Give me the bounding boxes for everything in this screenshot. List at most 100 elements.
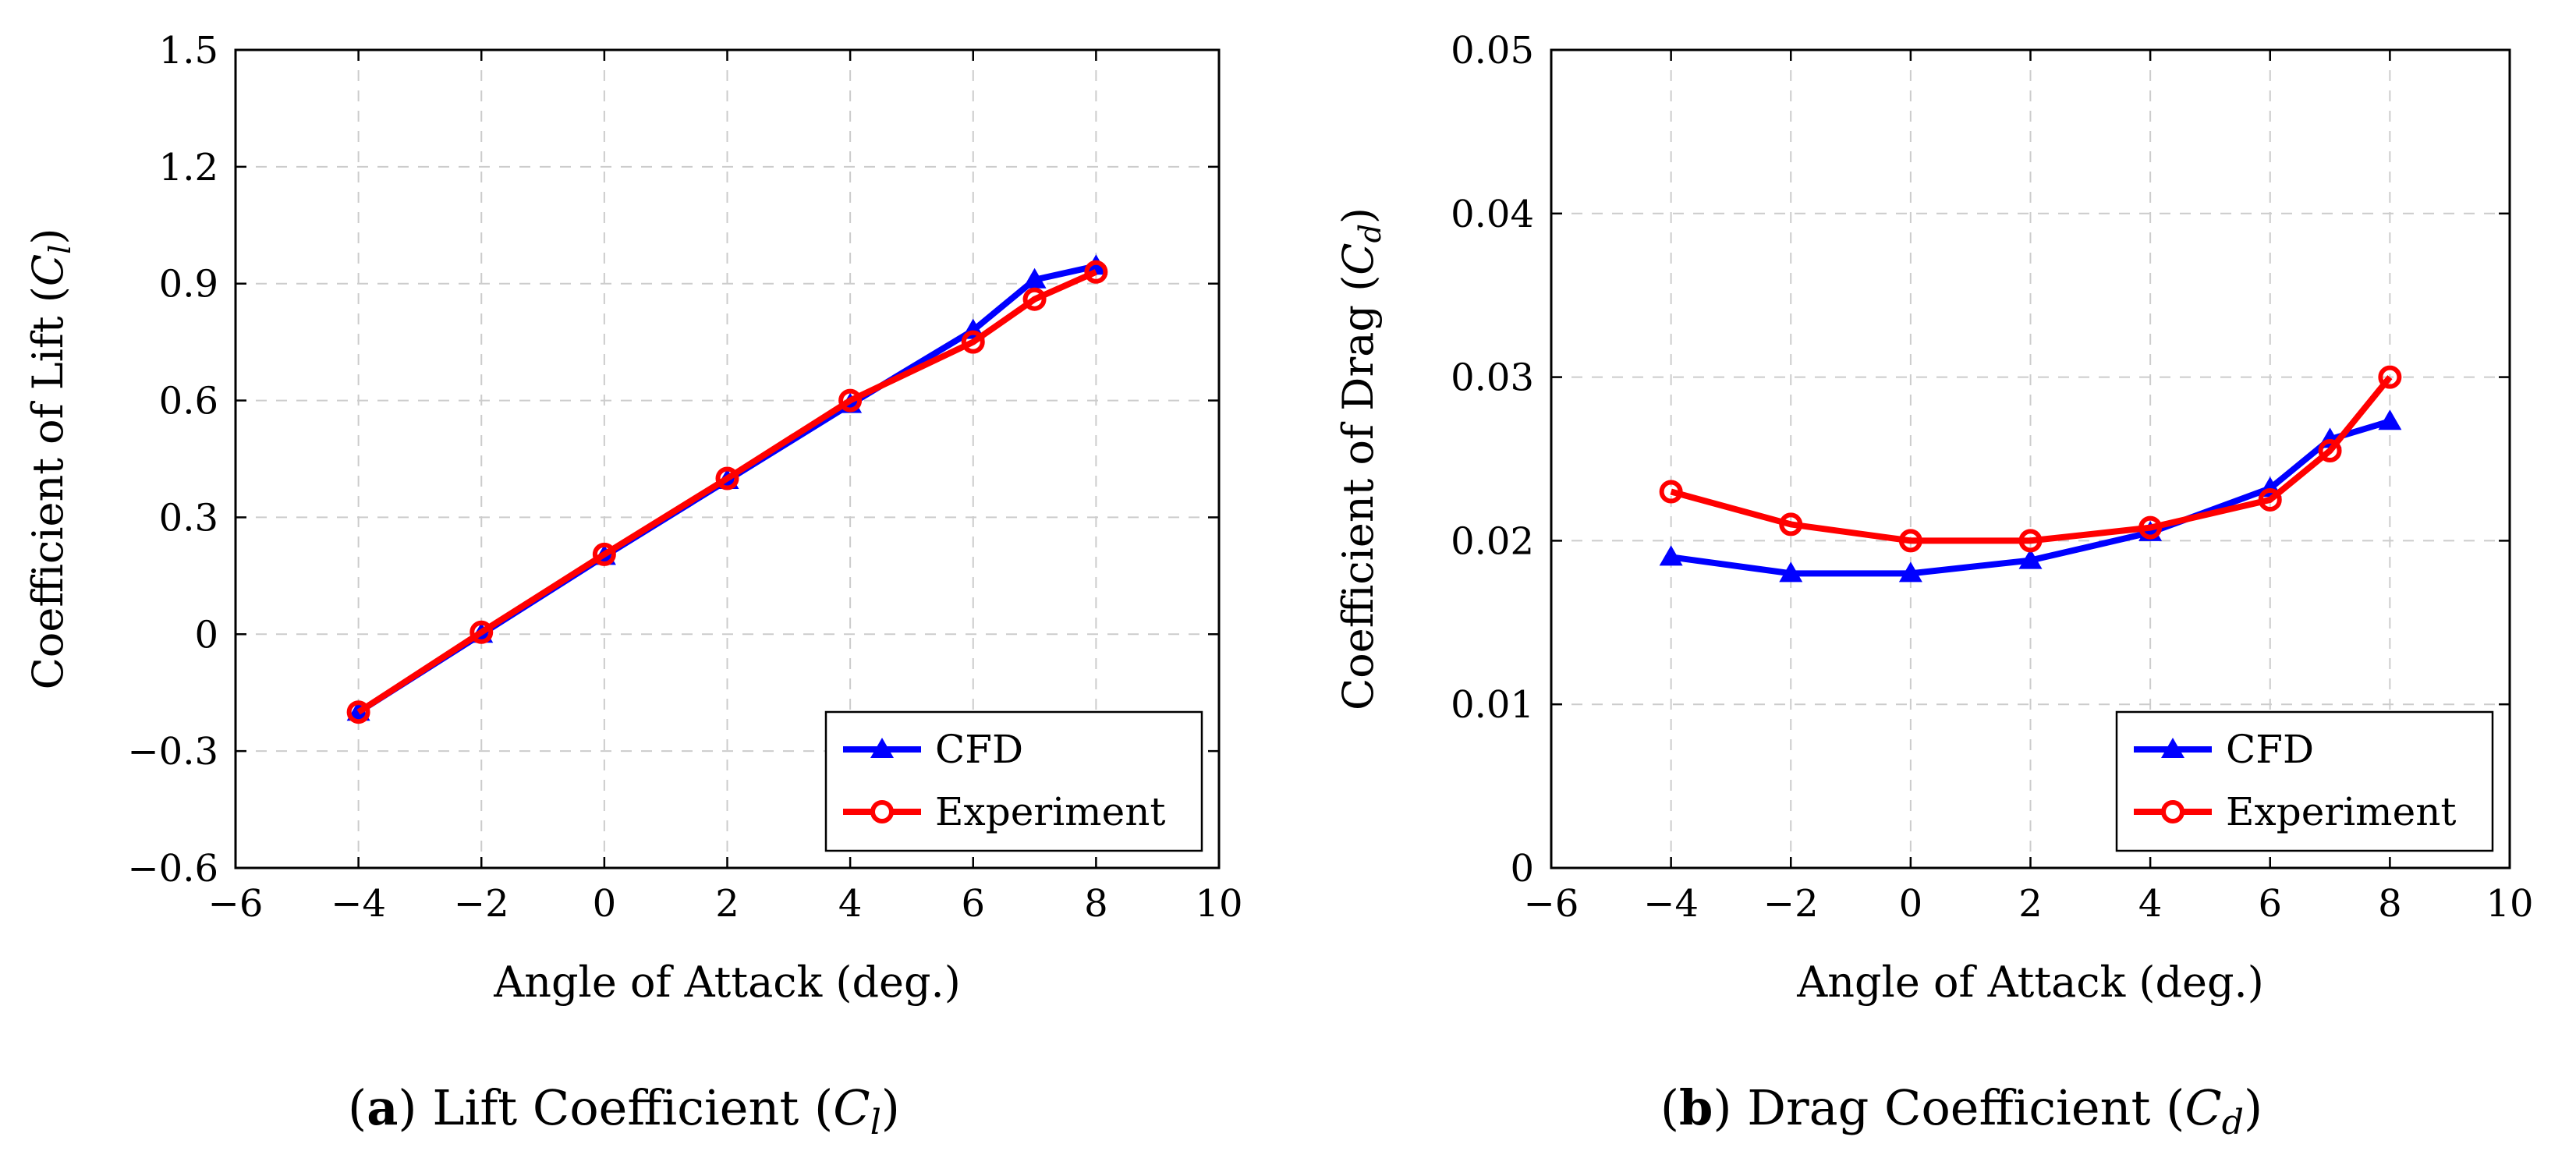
data-point-triangle <box>2378 409 2402 430</box>
caption-sym-close: ) <box>2244 1079 2262 1136</box>
caption-sym-close: ) <box>881 1079 900 1136</box>
chart-lift: −6 −4 −2 0 2 4 6 8 10 −0.6 −0.3 0 0.3 0.6 0.9 1.2 1.5 Ang… <box>23 29 1243 1142</box>
legend-item-cfd: CFD <box>843 727 1023 772</box>
x-tick-label: 2 <box>2018 882 2043 926</box>
x-tick-label: −2 <box>454 882 509 926</box>
y-axis-label-subscript: d <box>1353 224 1387 243</box>
y-axis-label-paren-close: ) <box>23 228 73 245</box>
y-axis-label-symbol: C <box>23 254 73 286</box>
data-point-triangle <box>1022 267 1047 289</box>
x-tick-label: 10 <box>2486 882 2533 926</box>
caption-text: Drag Coefficient <box>1747 1079 2150 1136</box>
caption-paren-open: ( <box>1660 1079 1679 1136</box>
data-point-circle <box>1659 480 1683 504</box>
legend: CFD Experiment <box>2115 710 2494 852</box>
data-point-circle <box>1898 529 1922 553</box>
y-axis-label: Coefficient of Drag (Cd) <box>1334 207 1387 710</box>
data-point-circle <box>469 620 494 644</box>
plot-frame <box>1550 48 2511 869</box>
data-point-circle <box>838 388 863 413</box>
x-axis-label: Angle of Attack (deg.) <box>1796 958 2264 1007</box>
y-tick-label: 0.05 <box>1451 29 1534 73</box>
caption: (b) Drag Coefficient (Cd) <box>1660 1079 2262 1142</box>
caption-sym-open: ( <box>799 1079 833 1136</box>
data-point-circle <box>961 330 985 354</box>
caption-symbol: C <box>2184 1079 2221 1136</box>
legend-item-experiment: Experiment <box>843 789 1165 834</box>
y-tick-label: −0.6 <box>127 847 218 891</box>
legend-label: CFD <box>935 727 1023 772</box>
y-axis-label-paren-close: ) <box>1334 207 1383 224</box>
caption: (a) Lift Coefficient (Cl) <box>348 1079 900 1142</box>
data-point-circle <box>715 466 739 491</box>
series-experiment <box>1659 365 2402 553</box>
y-axis-label-paren-open: ( <box>23 286 73 316</box>
caption-subscript: l <box>870 1103 881 1142</box>
caption-letter: b <box>1679 1079 1713 1136</box>
caption-paren-open: ( <box>348 1079 367 1136</box>
legend-marker-circle <box>870 800 894 823</box>
caption-sym-open: ( <box>2150 1079 2184 1136</box>
y-axis-label-symbol: C <box>1334 243 1383 274</box>
chart-drag: −6 −4 −2 0 2 4 6 8 10 0 0.01 0.02 0.03 0.04 0.05 Angle … <box>1334 29 2534 1142</box>
data-point-circle <box>1084 260 1108 284</box>
y-axis-label-subscript: l <box>43 245 77 254</box>
x-tick-label: 0 <box>593 882 617 926</box>
x-tick-label: −6 <box>1524 882 1579 926</box>
y-tick-label: 0 <box>1510 847 1534 891</box>
data-point-circle <box>2258 487 2282 512</box>
data-point-circle <box>1779 512 1803 537</box>
caption-paren-close: ) <box>1713 1079 1747 1136</box>
x-tick-label: 10 <box>1195 882 1242 926</box>
y-tick-label: 0.6 <box>159 380 218 423</box>
legend-item-cfd: CFD <box>2134 727 2314 772</box>
x-tick-label: 8 <box>1084 882 1108 926</box>
data-point-circle <box>2018 529 2043 553</box>
x-tick-label: 2 <box>715 882 739 926</box>
y-axis-label-text: Coefficient of Drag <box>1334 305 1383 710</box>
y-tick-label: 1.2 <box>159 146 218 189</box>
x-tick-label: 0 <box>1899 882 1923 926</box>
data-point-circle <box>2318 439 2342 463</box>
data-point-triangle <box>2018 548 2043 569</box>
legend-label: Experiment <box>2226 789 2456 834</box>
y-axis-label-paren-open: ( <box>1334 275 1383 305</box>
data-point-circle <box>592 542 616 566</box>
x-tick-label: −2 <box>1763 882 1819 926</box>
data-point-triangle <box>1659 545 1683 566</box>
caption-symbol: C <box>833 1079 870 1136</box>
caption-text: Lift Coefficient <box>432 1079 799 1136</box>
legend-marker-circle <box>2161 800 2184 823</box>
data-point-triangle <box>1898 561 1922 583</box>
x-axis-label: Angle of Attack (deg.) <box>493 958 961 1007</box>
plot-frame <box>234 48 1221 869</box>
y-tick-label: 0 <box>194 613 218 657</box>
legend: CFD Experiment <box>824 710 1203 852</box>
data-point-circle <box>2378 365 2402 389</box>
legend-label: CFD <box>2226 727 2314 772</box>
legend-marker-triangle <box>2161 738 2184 758</box>
caption-paren-close: ) <box>398 1079 432 1136</box>
y-axis-label-text: Coefficient of Lift <box>23 316 73 689</box>
y-tick-label: 0.02 <box>1451 519 1534 563</box>
x-tick-label: 6 <box>2258 882 2282 926</box>
legend-box <box>2115 710 2494 852</box>
y-tick-label: 0.03 <box>1451 356 1534 400</box>
series-line <box>356 269 1097 715</box>
y-tick-label: 0.3 <box>159 496 218 540</box>
y-tick-label: 1.5 <box>159 29 218 73</box>
x-tick-label: −4 <box>331 882 386 926</box>
y-tick-label: −0.3 <box>127 730 218 774</box>
data-point-triangle <box>1779 561 1803 583</box>
y-tick-label: 0.01 <box>1451 683 1534 727</box>
x-tick-label: −4 <box>1643 882 1699 926</box>
data-point-circle <box>1022 287 1047 311</box>
data-point-circle <box>346 700 370 724</box>
x-tick-label: 4 <box>838 882 863 926</box>
legend-marker-triangle <box>870 738 894 758</box>
y-tick-label: 0.9 <box>159 263 218 306</box>
series-line <box>1670 375 2393 544</box>
legend-item-experiment: Experiment <box>2134 789 2456 834</box>
legend-label: Experiment <box>935 789 1165 834</box>
